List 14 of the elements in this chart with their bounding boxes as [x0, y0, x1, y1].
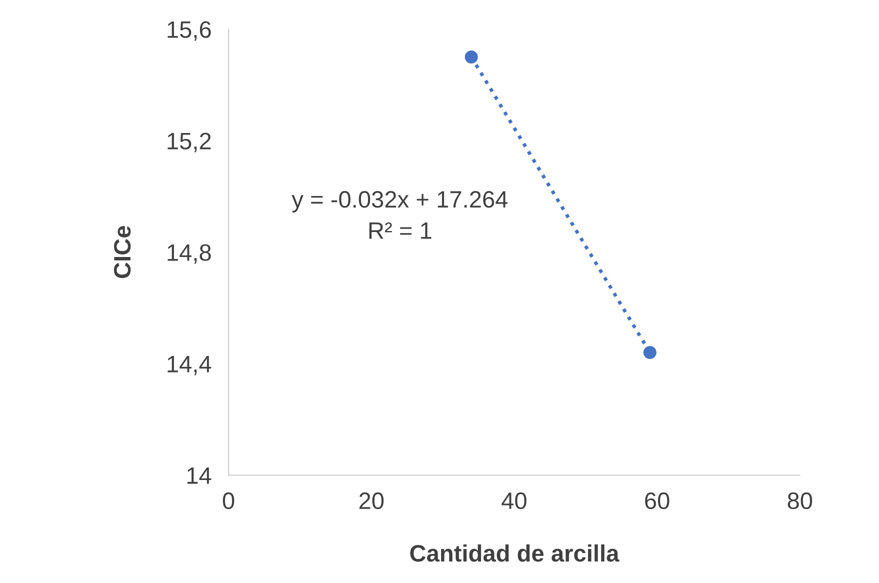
- annotation: y = -0.032x + 17.264: [292, 191, 508, 212]
- x-tick-label: 60: [645, 492, 670, 510]
- x-axis-title: Cantidad de arcilla: [410, 544, 620, 562]
- x-tick-label: 40: [502, 492, 526, 510]
- y-tick-label: 15,2: [168, 132, 211, 152]
- x-tick-label: 20: [359, 492, 384, 510]
- y-tick-label: 14: [187, 467, 212, 484]
- y-tick-label: 15,6: [168, 21, 211, 41]
- y-tick-label: 14,8: [168, 244, 211, 264]
- y-tick-label: 14,4: [168, 356, 212, 376]
- x-tick-label: 0: [222, 492, 234, 510]
- y-axis-title: CICe: [114, 226, 131, 278]
- x-tick-label: 80: [788, 492, 812, 510]
- annotation: R² = 1: [369, 222, 432, 239]
